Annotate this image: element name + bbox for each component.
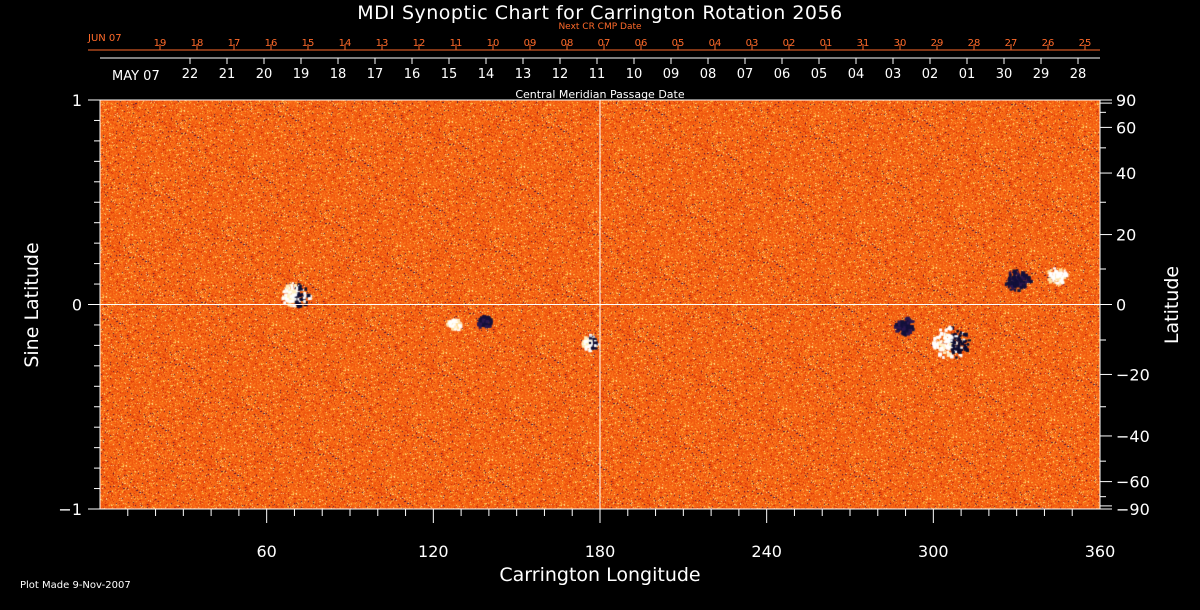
next-cmp-date-label: 30 [894, 38, 907, 49]
next-cmp-date-label: 19 [154, 38, 167, 49]
x-tick-label: 60 [256, 542, 276, 561]
cmp-date-label: 08 [700, 67, 717, 82]
next-cmp-date-label: 15 [302, 38, 315, 49]
next-cmp-date-label: 18 [191, 38, 204, 49]
cmp-caption: Central Meridian Passage Date [515, 88, 685, 101]
cmp-date-label: 28 [1070, 67, 1087, 82]
cmp-date-label: 01 [959, 67, 976, 82]
cmp-date-label: 21 [219, 67, 236, 82]
next-cmp-date-label: 10 [487, 38, 500, 49]
cmp-date-label: 12 [552, 67, 569, 82]
y-tick-label-left: −1 [58, 500, 82, 519]
y-tick-label-right: 0 [1116, 296, 1126, 315]
next-cmp-date-label: 05 [672, 38, 685, 49]
cmp-date-label: 07 [737, 67, 754, 82]
cmp-date-label: 30 [996, 67, 1013, 82]
cmp-date-label: 22 [182, 67, 199, 82]
chart-title: MDI Synoptic Chart for Carrington Rotati… [357, 2, 843, 24]
next-cmp-date-label: 26 [1042, 38, 1055, 49]
next-cmp-date-label: 01 [820, 38, 833, 49]
cmp-date-label: 10 [626, 67, 643, 82]
cmp-date-label: 18 [330, 67, 347, 82]
cmp-date-label: 20 [256, 67, 273, 82]
cmp-date-label: 04 [848, 67, 865, 82]
cmp-date-label: 06 [774, 67, 791, 82]
next-cmp-date-label: 13 [376, 38, 389, 49]
x-tick-label: 300 [918, 542, 949, 561]
next-cmp-date-label: 31 [857, 38, 870, 49]
next-cmp-date-label: 03 [746, 38, 759, 49]
cmp-date-label: 17 [367, 67, 384, 82]
next-cmp-date-label: 09 [524, 38, 537, 49]
next-cmp-date-label: 17 [228, 38, 241, 49]
y-tick-label-right: 40 [1116, 164, 1136, 183]
next-cmp-date-label: 28 [968, 38, 981, 49]
next-cmp-caption: Next CR CMP Date [558, 22, 642, 32]
cmp-date-label: 11 [589, 67, 606, 82]
x-tick-label: 360 [1085, 542, 1116, 561]
cmp-date-label: 03 [885, 67, 902, 82]
next-cmp-first-label: JUN 07 [88, 33, 122, 44]
cmp-date-label: 19 [293, 67, 310, 82]
next-cmp-date-label: 29 [931, 38, 944, 49]
cmp-date-label: 14 [478, 67, 495, 82]
cmp-date-label: 02 [922, 67, 939, 82]
y-tick-label-right: −40 [1116, 427, 1150, 446]
next-cmp-date-label: 12 [413, 38, 426, 49]
x-tick-label: 180 [585, 542, 616, 561]
cmp-date-label: 09 [663, 67, 680, 82]
next-cmp-date-label: 02 [783, 38, 796, 49]
x-axis-label: Carrington Longitude [499, 564, 701, 586]
y-tick-label-right: 20 [1116, 226, 1136, 245]
next-cmp-date-label: 27 [1005, 38, 1018, 49]
y-tick-label-right: −90 [1116, 500, 1150, 519]
y-tick-label-right: 90 [1116, 91, 1136, 110]
y-tick-label-right: −20 [1116, 365, 1150, 384]
next-cmp-date-label: 06 [635, 38, 648, 49]
next-cmp-date-label: 11 [450, 38, 463, 49]
y-tick-label-left: 0 [72, 296, 82, 315]
cmp-date-label: 29 [1033, 67, 1050, 82]
next-cmp-date-label: 07 [598, 38, 611, 49]
next-cmp-date-label: 04 [709, 38, 722, 49]
cmp-date-label: 13 [515, 67, 532, 82]
cmp-date-label: 16 [404, 67, 421, 82]
plot-made-footer: Plot Made 9-Nov-2007 [20, 580, 131, 591]
next-cmp-date-label: 25 [1079, 38, 1092, 49]
y-tick-label-right: −60 [1116, 473, 1150, 492]
cmp-date-label: 15 [441, 67, 458, 82]
next-cmp-date-label: 16 [265, 38, 278, 49]
x-tick-label: 120 [418, 542, 449, 561]
cmp-date-label: 05 [811, 67, 828, 82]
y-tick-label-left: 1 [72, 91, 82, 110]
next-cmp-date-label: 14 [339, 38, 352, 49]
y-tick-label-right: 60 [1116, 118, 1136, 137]
x-tick-label: 240 [751, 542, 782, 561]
next-cmp-date-label: 08 [561, 38, 574, 49]
cmp-first-label: MAY 07 [112, 69, 160, 84]
